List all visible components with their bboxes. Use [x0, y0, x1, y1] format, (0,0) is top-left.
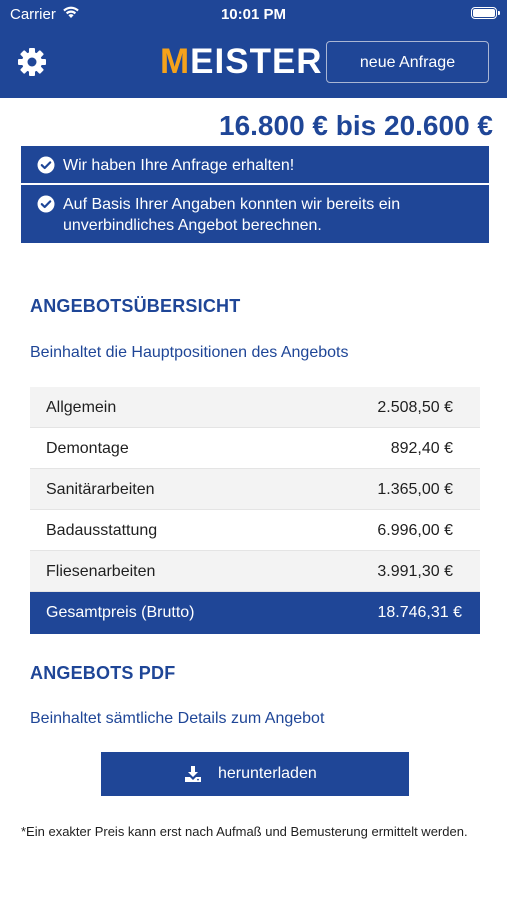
wifi-icon [63, 6, 79, 18]
row-label: Demontage [46, 440, 129, 457]
notice-text: Auf Basis Ihrer Angaben konnten wir bere… [63, 196, 401, 234]
status-bar: Carrier 10:01 PM [0, 0, 507, 28]
price-range: 16.800 € bis 20.600 € [219, 110, 493, 141]
row-value: 892,40 € [390, 440, 453, 457]
price-footnote: *Ein exakter Preis kann erst nach Aufmaß… [21, 824, 468, 839]
download-button[interactable]: herunterladen [101, 752, 409, 796]
logo-letters-rest: EISTER [190, 42, 323, 81]
table-row: Demontage 892,40 € [30, 428, 480, 469]
total-value: 18.746,31 € [377, 604, 462, 621]
offer-overview-table: Allgemein 2.508,50 € Demontage 892,40 € … [30, 387, 480, 634]
meister-logo: MEISTER [160, 42, 323, 82]
table-row: Allgemein 2.508,50 € [30, 387, 480, 428]
row-value: 6.996,00 € [377, 522, 453, 539]
battery-icon [471, 7, 500, 19]
download-icon [185, 766, 201, 782]
row-label: Fliesenarbeiten [46, 563, 156, 580]
row-label: Allgemein [46, 399, 117, 416]
check-circle-icon [37, 195, 55, 213]
overview-title: ANGEBOTSÜBERSICHT [30, 296, 241, 316]
status-time: 10:01 PM [220, 6, 287, 23]
total-row: Gesamtpreis (Brutto) 18.746,31 € [30, 592, 480, 634]
table-row: Sanitärarbeiten 1.365,00 € [30, 469, 480, 510]
pdf-title: ANGEBOTS PDF [30, 663, 176, 683]
new-request-button[interactable]: neue Anfrage [326, 41, 489, 83]
row-value: 3.991,30 € [377, 563, 453, 580]
carrier-label: Carrier [10, 6, 56, 23]
download-label: herunterladen [218, 765, 317, 782]
row-value: 1.365,00 € [377, 481, 453, 498]
row-label: Badausstattung [46, 522, 158, 539]
overview-subtitle: Beinhaltet die Hauptpositionen des Angeb… [30, 344, 349, 361]
pdf-subtitle: Beinhaltet sämtliche Details zum Angebot [30, 710, 325, 727]
check-circle-icon [37, 156, 55, 174]
logo-letter-m: M [160, 42, 191, 81]
gear-icon[interactable] [16, 46, 48, 78]
table-row: Fliesenarbeiten 3.991,30 € [30, 551, 480, 592]
row-value: 2.508,50 € [377, 399, 453, 416]
total-label: Gesamtpreis (Brutto) [46, 604, 195, 621]
row-label: Sanitärarbeiten [46, 481, 155, 498]
app-header: Carrier 10:01 PM MEISTER neue Anfrage [0, 0, 507, 98]
notice-request-received: Wir haben Ihre Anfrage erhalten! [21, 146, 489, 183]
notice-text: Wir haben Ihre Anfrage erhalten! [63, 157, 295, 174]
notice-offer-calculated: Auf Basis Ihrer Angaben konnten wir bere… [21, 185, 489, 243]
table-row: Badausstattung 6.996,00 € [30, 510, 480, 551]
